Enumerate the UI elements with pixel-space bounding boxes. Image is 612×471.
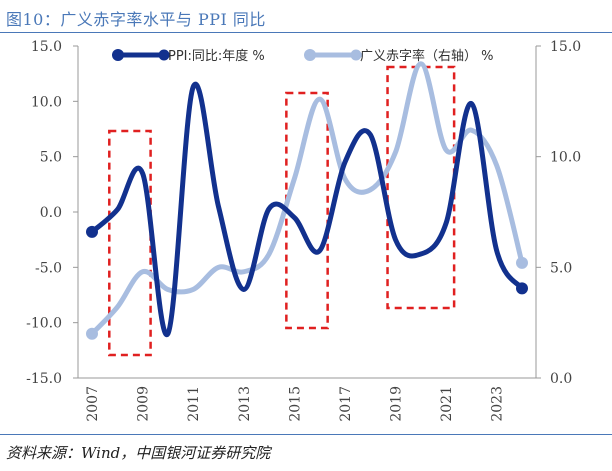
left-tick-label: 5.0	[40, 150, 62, 166]
right-tick-label: 15.0	[550, 39, 581, 55]
figure-title: 图10：广义赤字率水平与 PPI 同比	[6, 10, 266, 29]
legend-ppi-marker-end	[158, 49, 170, 61]
left-tick-label: 10.0	[31, 94, 62, 110]
series-lines	[86, 61, 528, 340]
bottom-rule	[0, 434, 612, 435]
left-axis-ticks: 15.0 10.0 5.0 0.0 -5.0 -10.0 -15.0	[26, 39, 78, 387]
x-tick-label: 2013	[237, 386, 253, 422]
x-tick-label: 2021	[439, 386, 455, 422]
highlight-box	[386, 65, 456, 310]
right-tick-label: 10.0	[550, 150, 581, 166]
x-tick-label: 2009	[136, 386, 152, 422]
legend-deficit-marker-end	[350, 49, 362, 61]
left-tick-label: -5.0	[35, 260, 62, 276]
x-tick-label: 2017	[338, 386, 354, 422]
deficit-endpoint-marker	[86, 327, 98, 340]
top-rule	[0, 32, 612, 33]
x-tick-label: 2023	[490, 386, 506, 422]
source-note: 资料来源：Wind，中国银河证券研究院	[6, 444, 271, 462]
ppi-endpoint-marker	[516, 282, 528, 295]
legend-ppi-label: PPI:同比:年度 %	[168, 48, 265, 64]
left-tick-label: 15.0	[31, 39, 62, 55]
right-tick-label: 0.0	[550, 371, 572, 387]
ppi-series-line	[89, 81, 525, 337]
highlight-box	[108, 129, 152, 357]
legend-deficit-marker	[304, 49, 316, 61]
legend-ppi-marker	[112, 49, 124, 61]
x-tick-label: 2015	[287, 386, 303, 422]
x-tick-label: 2011	[186, 386, 202, 422]
x-tick-label: 2007	[85, 386, 101, 422]
deficit-endpoint-marker	[516, 256, 528, 269]
legend-deficit-label: 广义赤字率（右轴） %	[360, 48, 494, 64]
legend: PPI:同比:年度 % 广义赤字率（右轴） %	[112, 48, 494, 64]
ppi-endpoint-marker	[86, 225, 98, 238]
left-tick-label: -10.0	[26, 316, 62, 332]
deficit-series-line	[89, 61, 525, 337]
right-tick-label: 5.0	[550, 260, 572, 276]
left-tick-label: -15.0	[26, 371, 62, 387]
x-tick-label: 2019	[389, 386, 405, 422]
right-axis-ticks: 15.0 10.0 5.0 0.0	[536, 39, 581, 387]
left-tick-label: 0.0	[40, 205, 62, 221]
line-chart: 15.0 10.0 5.0 0.0 -5.0 -10.0 -15.0 15.0 10.0 5.0…	[26, 39, 581, 422]
x-axis-ticks: 2007 2009 2011 2013 2015 2017 2019 2021 2023	[85, 386, 506, 422]
